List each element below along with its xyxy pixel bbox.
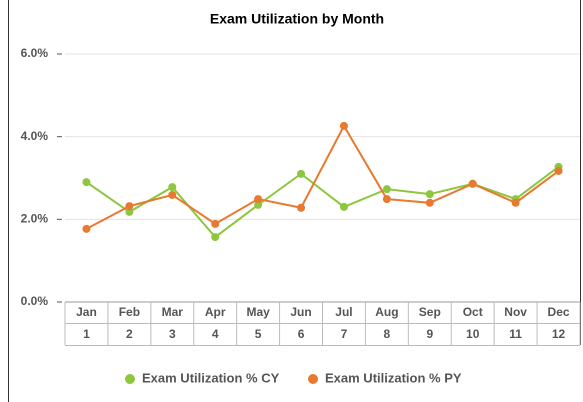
point [168,190,177,199]
legend-marker [308,374,318,384]
x-tick-sublabel: 12 [552,327,566,341]
x-tick-label: Jun [290,305,311,319]
point [82,178,91,187]
x-tick-label: Oct [463,305,483,319]
x-tick-sublabel: 4 [212,327,219,341]
chart-title: Exam Utilization by Month [210,11,384,27]
x-tick-label: Aug [375,305,398,319]
x-tick-sublabel: 8 [384,327,391,341]
point [468,179,477,188]
point [339,121,348,130]
legend-label: Exam Utilization % PY [325,370,462,385]
legend-label: Exam Utilization % CY [142,370,280,385]
point [554,166,563,175]
point [168,183,177,192]
point [254,195,263,204]
point [254,200,263,209]
x-tick-sublabel: 11 [509,327,522,341]
x-tick-label: Apr [205,305,226,319]
point [382,195,391,204]
point [211,219,220,228]
x-tick-sublabel: 9 [426,327,433,341]
point [339,202,348,211]
x-tick-label: Sep [419,305,441,319]
point [211,233,220,242]
x-tick-label: Mar [162,305,184,319]
y-tick-label: 0.0% [21,294,49,308]
point [125,207,134,216]
point [82,224,91,233]
y-tick-label: 6.0% [21,46,49,60]
point [125,202,134,211]
legend-marker [125,374,135,384]
x-tick-sublabel: 7 [341,327,348,341]
x-tick-sublabel: 10 [466,327,480,341]
x-tick-sublabel: 3 [169,327,176,341]
point [382,185,391,194]
x-tick-sublabel: 2 [126,327,133,341]
x-tick-label: Nov [504,305,527,319]
point [511,198,520,207]
series-line [85,166,560,239]
x-tick-label: Jan [76,305,97,319]
x-tick-sublabel: 1 [83,327,90,341]
point [297,169,306,178]
point [425,198,434,207]
x-tick-label: Feb [119,305,140,319]
point [425,190,434,199]
point [297,203,306,212]
x-tick-label: May [246,305,270,319]
x-tick-label: Jul [335,305,352,319]
x-tick-label: Dec [548,305,570,319]
y-tick-label: 4.0% [21,129,49,143]
y-tick-label: 2.0% [21,212,49,226]
x-tick-sublabel: 5 [255,327,262,341]
series-line [85,123,560,230]
x-tick-sublabel: 6 [298,327,305,341]
